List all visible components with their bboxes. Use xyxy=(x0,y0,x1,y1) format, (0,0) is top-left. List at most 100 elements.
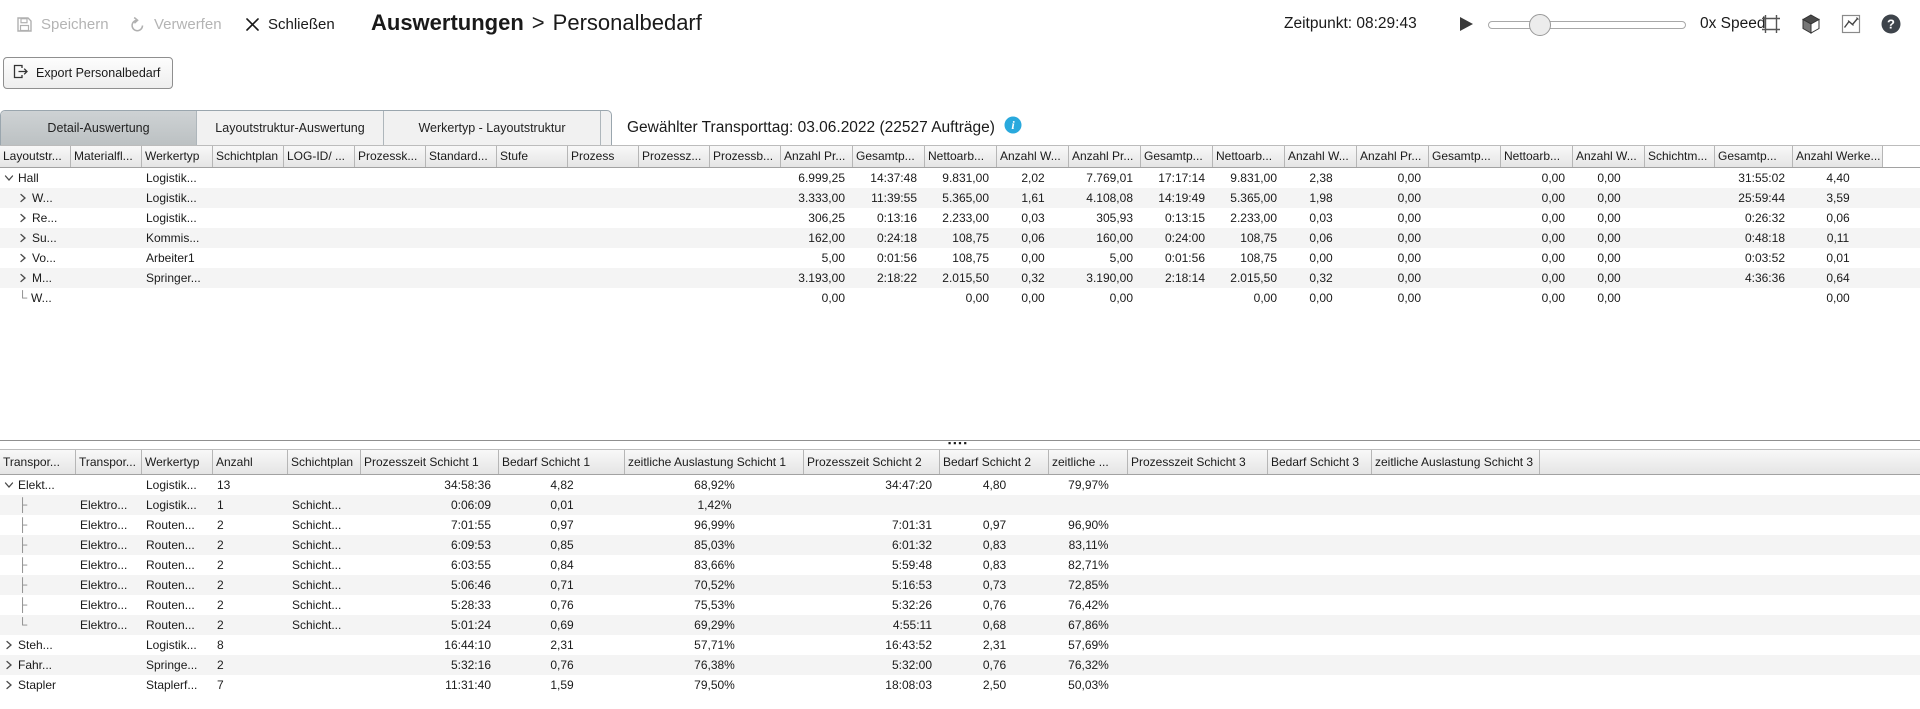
discard-button[interactable]: Verwerfen xyxy=(129,0,222,48)
column-header[interactable]: Schichtm... xyxy=(1645,146,1715,167)
column-header[interactable]: Bedarf Schicht 3 xyxy=(1268,450,1372,474)
column-header[interactable]: Werkertyp xyxy=(142,146,213,167)
3d-view-button[interactable] xyxy=(1800,13,1822,35)
cell: 0,76 xyxy=(982,598,1007,612)
expand-toggle-icon[interactable] xyxy=(18,193,32,203)
table-row[interactable]: ├ Elektro... Routen... 2 Schicht... 5:28:33 0,… xyxy=(0,595,1920,615)
chart-button[interactable] xyxy=(1840,13,1862,35)
column-header[interactable]: Werkertyp xyxy=(142,450,213,474)
column-header[interactable]: Anzahl Pr... xyxy=(1069,146,1141,167)
column-header[interactable]: Anzahl Pr... xyxy=(1357,146,1429,167)
column-header[interactable]: Schichtplan xyxy=(288,450,361,474)
help-button[interactable]: ? xyxy=(1880,13,1902,35)
expand-toggle-icon[interactable] xyxy=(18,213,32,223)
close-button[interactable]: Schließen xyxy=(245,0,335,48)
column-header[interactable]: Layoutstr... xyxy=(0,146,71,167)
column-header[interactable]: Prozesszeit Schicht 2 xyxy=(804,450,940,474)
cell: Routen... xyxy=(146,538,195,552)
column-header[interactable]: Stufe xyxy=(497,146,568,167)
column-header[interactable]: Gesamtp... xyxy=(853,146,925,167)
table-row[interactable]: ├ Elektro... Routen... 2 Schicht... 6:09:53 0,… xyxy=(0,535,1920,555)
splitter[interactable]: ▪▪▪▪ xyxy=(0,438,1920,449)
column-header[interactable]: Bedarf Schicht 2 xyxy=(940,450,1049,474)
cell: 108,75 xyxy=(1240,251,1277,265)
save-button[interactable]: Speichern xyxy=(16,0,109,48)
table-row[interactable]: Re... Logistik... 306,25 0:13:16 2.233,00 0,0… xyxy=(0,208,1920,228)
cell: Re... xyxy=(0,208,71,228)
column-header[interactable]: Nettoarb... xyxy=(925,146,997,167)
expand-toggle-icon[interactable] xyxy=(18,273,32,283)
column-header[interactable]: Gesamtp... xyxy=(1141,146,1213,167)
table-row[interactable]: W... Logistik... 3.333,00 11:39:55 5.365,00 1… xyxy=(0,188,1920,208)
export-personalbedarf-button[interactable]: Export Personalbedarf xyxy=(3,57,174,89)
column-header[interactable]: Prozessb... xyxy=(710,146,781,167)
column-header[interactable]: Nettoarb... xyxy=(1501,146,1573,167)
column-header[interactable]: Anzahl Pr... xyxy=(781,146,853,167)
table-row[interactable]: Elekt... Logistik... 13 34:58:36 4,82 68,92% 3… xyxy=(0,475,1920,495)
time-slider[interactable] xyxy=(1488,14,1686,36)
table-row[interactable]: Vo... Arbeiter1 5,00 0:01:56 108,75 0,00 5,00 0… xyxy=(0,248,1920,268)
expand-toggle-icon[interactable] xyxy=(4,660,18,670)
cell: 70,52% xyxy=(694,578,735,592)
table-row[interactable]: └ W... 0,00 0,00 0,00 0,00 0,00 0,00 0,00 0,00 0,0… xyxy=(0,288,1920,308)
column-header[interactable]: Schichtplan xyxy=(213,146,284,167)
table-row[interactable]: Hall Logistik... 6.999,25 14:37:48 9.831,00 2… xyxy=(0,168,1920,188)
table-row[interactable]: ├ Elektro... Routen... 2 Schicht... 6:03:55 0,… xyxy=(0,555,1920,575)
page-title: Auswertungen > Personalbedarf xyxy=(371,10,702,36)
expand-toggle-icon[interactable] xyxy=(4,640,18,650)
column-header[interactable]: Transpor... xyxy=(76,450,142,474)
table-row[interactable]: Stapler Staplerf... 7 11:31:40 1,59 79,50% 18:… xyxy=(0,675,1920,695)
expand-toggle-icon[interactable] xyxy=(4,680,18,690)
collapse-toggle-icon[interactable] xyxy=(4,480,18,490)
cell: 2,50 xyxy=(982,678,1007,692)
column-header[interactable]: Anzahl W... xyxy=(997,146,1069,167)
column-header[interactable]: zeitliche ... xyxy=(1049,450,1128,474)
column-header[interactable]: Gesamtp... xyxy=(1715,146,1793,167)
table-row[interactable]: ├ Elektro... Routen... 2 Schicht... 7:01:55 0,… xyxy=(0,515,1920,535)
column-header[interactable]: Anzahl W... xyxy=(1285,146,1357,167)
tab-werkertyp-layoutstruktur[interactable]: Werkertyp - Layoutstruktur xyxy=(384,111,601,145)
cell xyxy=(1128,475,1268,495)
column-header[interactable]: Anzahl W... xyxy=(1573,146,1645,167)
table-row[interactable]: M... Springer... 3.193,00 2:18:22 2.015,50 0,… xyxy=(0,268,1920,288)
table-header: Transpor... Transpor... Werkertyp Anzahl Sch… xyxy=(0,449,1920,475)
cell: 2.015,50 xyxy=(942,271,989,285)
tab-layoutstruktur-auswertung[interactable]: Layoutstruktur-Auswertung xyxy=(197,111,384,145)
column-header[interactable]: LOG-ID/ ... xyxy=(284,146,355,167)
column-header[interactable]: Gesamtp... xyxy=(1429,146,1501,167)
table-row[interactable]: ├ Elektro... Routen... 2 Schicht... 5:06:46 0,… xyxy=(0,575,1920,595)
table-row[interactable]: Su... Kommis... 162,00 0:24:18 108,75 0,06 160… xyxy=(0,228,1920,248)
table-row[interactable]: Fahr... Springe... 2 5:32:16 0,76 76,38% 5:32:… xyxy=(0,655,1920,675)
column-header[interactable]: zeitliche Auslastung Schicht 1 xyxy=(625,450,804,474)
column-header[interactable]: Materialfl... xyxy=(71,146,142,167)
play-button[interactable] xyxy=(1460,17,1473,31)
column-header[interactable]: Nettoarb... xyxy=(1213,146,1285,167)
expand-toggle-icon[interactable] xyxy=(18,253,32,263)
slider-track[interactable] xyxy=(1488,21,1686,29)
column-header[interactable]: Transpor... xyxy=(0,450,76,474)
cell xyxy=(1128,595,1268,615)
table-row[interactable]: └ Elektro... Routen... 2 Schicht... 5:01:24 0,… xyxy=(0,615,1920,635)
expand-toggle-icon[interactable] xyxy=(18,233,32,243)
column-header[interactable]: zeitliche Auslastung Schicht 3 xyxy=(1372,450,1540,474)
cell: 0,00 xyxy=(1541,191,1565,205)
table-row[interactable]: Steh... Logistik... 8 16:44:10 2,31 57,71% 16:… xyxy=(0,635,1920,655)
column-header[interactable]: Anzahl Werke... xyxy=(1793,146,1883,167)
info-icon[interactable]: i xyxy=(1004,116,1022,139)
tab-detail-auswertung[interactable]: Detail-Auswertung xyxy=(1,111,197,145)
table-row[interactable]: ├ Elektro... Logistik... 1 Schicht... 0:06:09… xyxy=(0,495,1920,515)
column-header[interactable]: Bedarf Schicht 1 xyxy=(499,450,625,474)
column-header[interactable]: Standard... xyxy=(426,146,497,167)
column-header[interactable]: Prozessz... xyxy=(639,146,710,167)
column-header[interactable]: Anzahl xyxy=(213,450,288,474)
slider-handle[interactable] xyxy=(1529,14,1551,36)
cell: 9.831,00 xyxy=(942,171,989,185)
column-header[interactable]: Prozesszeit Schicht 1 xyxy=(361,450,499,474)
splitter-handle[interactable]: ▪▪▪▪ xyxy=(948,438,969,448)
column-header[interactable]: Prozess xyxy=(568,146,639,167)
column-header[interactable]: Prozessk... xyxy=(355,146,426,167)
column-header[interactable]: Prozesszeit Schicht 3 xyxy=(1128,450,1268,474)
frame-button[interactable] xyxy=(1760,13,1782,35)
cell: 0:01:56 xyxy=(876,251,917,265)
collapse-toggle-icon[interactable] xyxy=(4,173,18,183)
